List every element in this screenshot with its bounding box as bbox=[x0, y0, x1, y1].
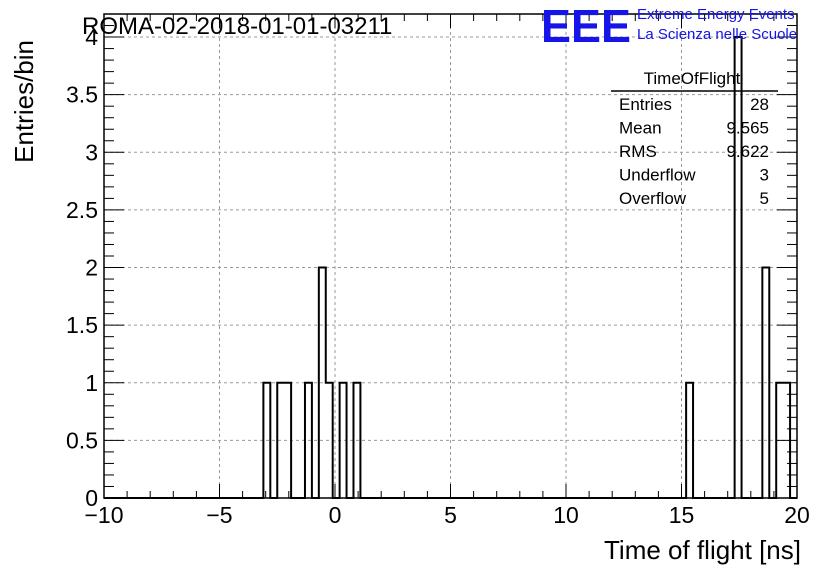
stats-rows: Entries 28 Mean 9.565 RMS 9.622 Underflow 3 Over… bbox=[619, 95, 769, 208]
x-tick-label: 20 bbox=[784, 502, 810, 528]
x-tick-label: 5 bbox=[444, 502, 457, 528]
x-tick-label: −10 bbox=[84, 502, 123, 528]
stats-label: RMS bbox=[619, 142, 657, 161]
logo-subtitle-2: La Scienza nelle Scuole bbox=[637, 26, 797, 43]
stats-box: TimeOfFlight Entries 28 Mean 9.565 RMS 9.622 U… bbox=[611, 69, 778, 208]
x-tick-label: 10 bbox=[553, 502, 579, 528]
y-tick-label: 2.5 bbox=[66, 197, 98, 223]
y-tick-labels: 0 0.5 1 1.5 2 2.5 3 3.5 4 bbox=[66, 24, 98, 511]
stats-value: 9.622 bbox=[726, 142, 769, 161]
grid-lines bbox=[104, 14, 797, 498]
y-tick-label: 0.5 bbox=[66, 427, 98, 453]
logo-subtitle-1: Extreme Energy Events bbox=[637, 6, 795, 23]
chart-title: ROMA-02-2018-01-01-03211 bbox=[82, 13, 392, 40]
y-tick-label: 3 bbox=[85, 139, 98, 165]
stats-value: 28 bbox=[750, 95, 769, 114]
stats-title: TimeOfFlight bbox=[644, 69, 741, 88]
y-tick-label: 3.5 bbox=[66, 82, 98, 108]
stats-value: 5 bbox=[760, 189, 769, 208]
x-axis-label: Time of flight [ns] bbox=[604, 535, 801, 565]
eee-logo-text: EEE bbox=[541, 0, 631, 52]
y-tick-label: 1 bbox=[85, 370, 98, 396]
y-tick-label: 0 bbox=[85, 485, 98, 511]
stats-label: Underflow bbox=[619, 166, 696, 185]
stats-label: Entries bbox=[619, 95, 672, 114]
histogram-outline bbox=[104, 36, 797, 499]
x-tick-label: −5 bbox=[206, 502, 232, 528]
x-tick-label: 15 bbox=[669, 502, 695, 528]
y-tick-label: 1.5 bbox=[66, 312, 98, 338]
y-tick-label: 4 bbox=[85, 24, 98, 50]
stats-label: Mean bbox=[619, 119, 662, 138]
x-tick-labels: −10 −5 0 5 10 15 20 bbox=[84, 502, 809, 528]
stats-label: Overflow bbox=[619, 189, 687, 208]
y-axis-label: Entries/bin bbox=[9, 40, 39, 163]
y-tick-label: 2 bbox=[85, 255, 98, 281]
x-tick-label: 0 bbox=[329, 502, 342, 528]
axis-ticks bbox=[103, 13, 798, 499]
stats-value: 9.565 bbox=[726, 119, 769, 138]
stats-value: 3 bbox=[760, 166, 769, 185]
